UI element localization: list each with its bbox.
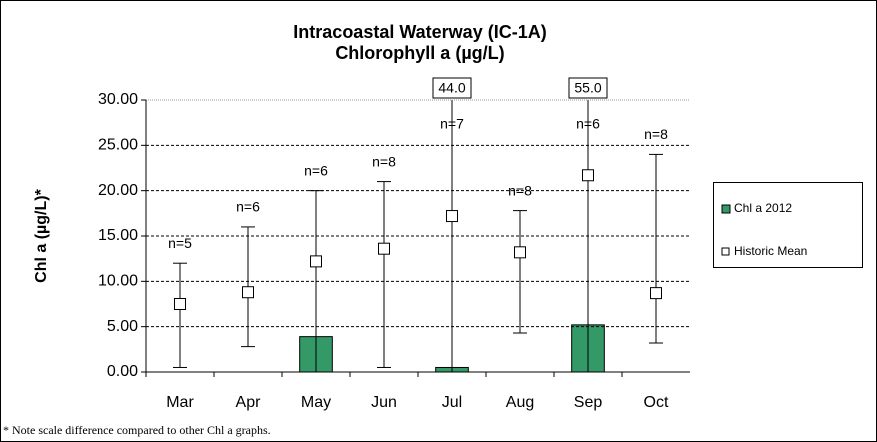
n-label: n=8 — [508, 182, 532, 198]
n-label: n=5 — [168, 235, 192, 251]
y-tick-label: 20.00 — [98, 182, 138, 199]
value-label-box — [568, 77, 608, 99]
plot-area — [173, 100, 663, 373]
chart-title: Intracoastal Waterway (IC-1A) — [293, 22, 546, 42]
n-label: n=6 — [576, 116, 600, 132]
x-tick-label: Jun — [371, 394, 397, 411]
mean-marker — [446, 210, 458, 223]
mean-marker — [582, 169, 594, 182]
y-tick-label: 0.00 — [107, 363, 138, 380]
x-tick-label: Apr — [236, 394, 262, 411]
y-tick-label: 30.00 — [98, 91, 138, 108]
x-tick-label: May — [301, 394, 331, 411]
y-axis-label: Chl a (µg/L)* — [33, 188, 50, 282]
mean-marker — [514, 246, 526, 259]
x-tick-label: Oct — [644, 394, 669, 411]
legend-label: Historic Mean — [734, 244, 807, 258]
legend-swatch — [721, 204, 731, 214]
legend — [713, 182, 863, 268]
x-tick-label: Mar — [166, 394, 194, 411]
mean-marker — [310, 255, 322, 268]
n-label: n=8 — [372, 153, 396, 169]
value-label: 55.0 — [574, 80, 601, 96]
n-label: n=7 — [440, 116, 464, 132]
n-label: n=8 — [644, 126, 668, 142]
y-tick-label: 15.00 — [98, 227, 138, 244]
y-tick-label: 25.00 — [98, 137, 138, 154]
x-tick-label: Jul — [442, 394, 462, 411]
y-tick-label: 5.00 — [107, 318, 138, 335]
legend-swatch — [721, 247, 730, 256]
y-tick-label: 10.00 — [98, 273, 138, 290]
footnote: * Note scale difference compared to othe… — [3, 423, 271, 437]
n-label: n=6 — [304, 162, 328, 178]
chart-title: Chlorophyll a (µg/L) — [335, 43, 504, 63]
mean-marker — [174, 298, 186, 310]
mean-marker — [242, 286, 254, 299]
n-label: n=6 — [236, 199, 260, 215]
value-label: 44.0 — [438, 80, 465, 96]
x-tick-label: Sep — [574, 394, 603, 411]
x-tick-label: Aug — [506, 394, 534, 411]
legend-label: Chl a 2012 — [734, 201, 792, 215]
mean-marker — [650, 287, 662, 300]
mean-marker — [378, 242, 390, 255]
value-label-box — [432, 77, 472, 99]
